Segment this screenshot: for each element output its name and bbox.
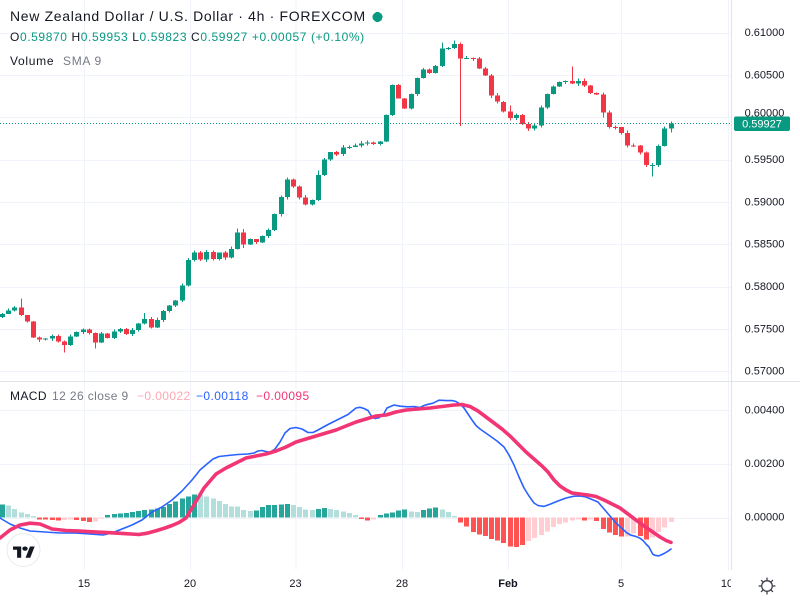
svg-text:O0.59870 H0.59953 L0.59823 C0.: O0.59870 H0.59953 L0.59823 C0.59927 +0.0… bbox=[10, 30, 365, 44]
svg-text:23: 23 bbox=[289, 578, 301, 590]
svg-text:0.59000: 0.59000 bbox=[745, 196, 785, 208]
svg-text:Feb: Feb bbox=[498, 578, 518, 590]
svg-text:0.00000: 0.00000 bbox=[745, 512, 785, 524]
svg-text:0.61000: 0.61000 bbox=[745, 27, 785, 39]
svg-text:28: 28 bbox=[396, 578, 408, 590]
svg-text:0.60500: 0.60500 bbox=[745, 69, 785, 81]
svg-text:15: 15 bbox=[78, 578, 90, 590]
svg-text:MACD 12 26 close 9−0.00022−0.0: MACD 12 26 close 9 −0.00022 −0.00118 −0.000… bbox=[10, 389, 310, 403]
svg-text:0.59927: 0.59927 bbox=[742, 119, 782, 131]
svg-text:0.58500: 0.58500 bbox=[745, 239, 785, 251]
svg-text:5: 5 bbox=[618, 578, 624, 590]
svg-text:0.57000: 0.57000 bbox=[745, 366, 785, 378]
svg-text:0.59500: 0.59500 bbox=[745, 154, 785, 166]
svg-text:0.57500: 0.57500 bbox=[745, 323, 785, 335]
svg-text:Volume SMA 9: Volume SMA 9 bbox=[10, 54, 102, 68]
svg-text:New Zealand Dollar / U.S. Doll: New Zealand Dollar / U.S. Dollar · 4h · … bbox=[10, 8, 366, 24]
svg-text:0.00400: 0.00400 bbox=[745, 405, 785, 417]
svg-text:0.58000: 0.58000 bbox=[745, 281, 785, 293]
svg-text:20: 20 bbox=[184, 578, 196, 590]
svg-text:10: 10 bbox=[721, 578, 733, 590]
svg-text:0.00200: 0.00200 bbox=[745, 458, 785, 470]
